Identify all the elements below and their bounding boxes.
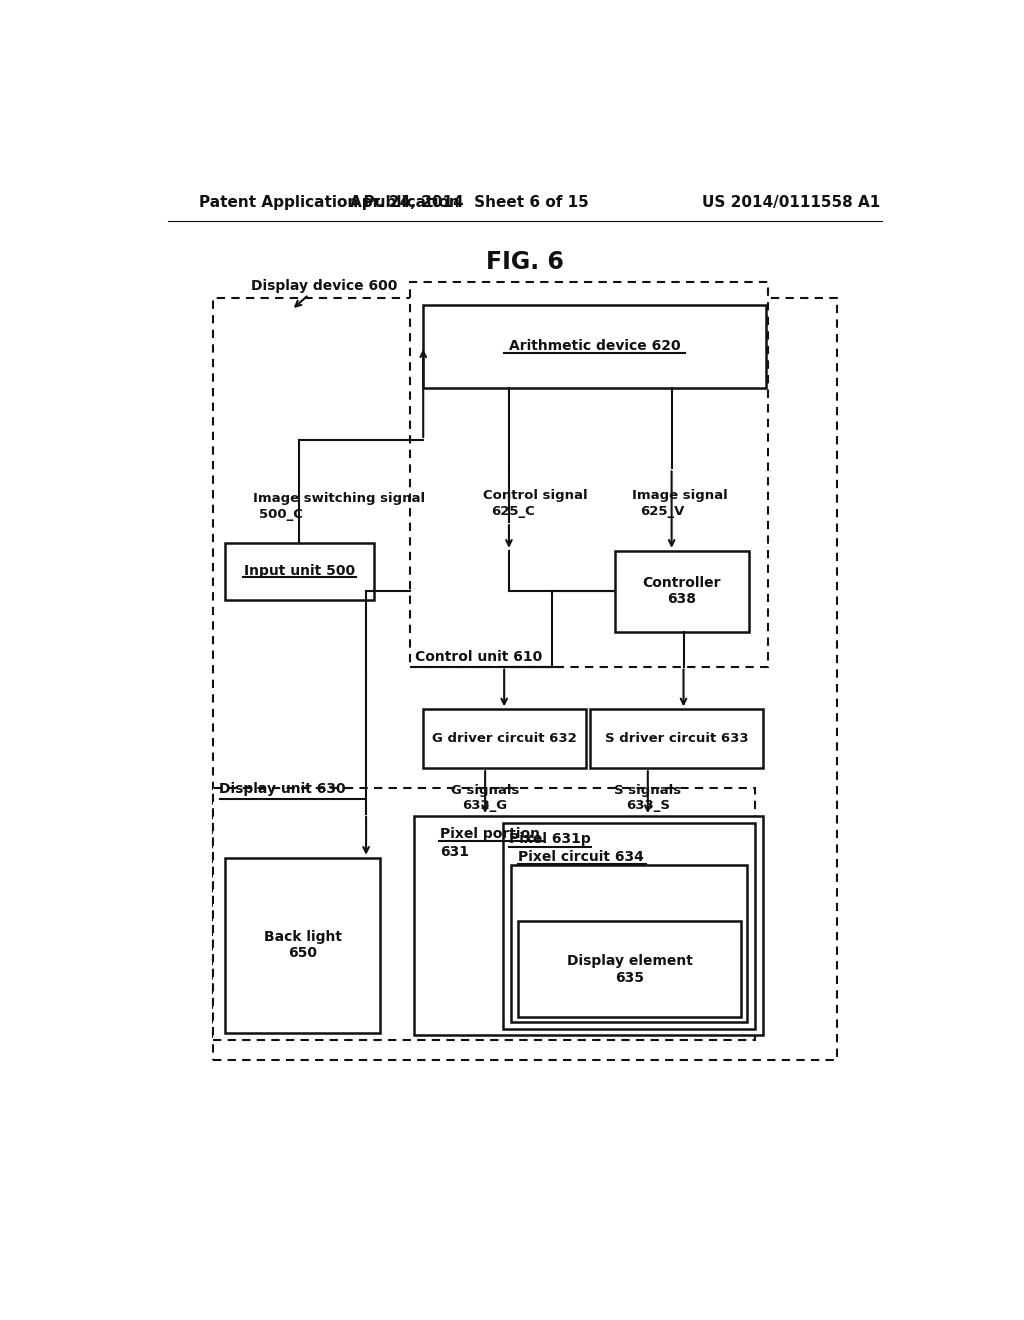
Bar — [518, 921, 740, 1018]
Text: 633_S: 633_S — [626, 800, 670, 812]
Bar — [423, 305, 766, 388]
Text: Input unit 500: Input unit 500 — [244, 564, 355, 578]
Bar — [423, 709, 586, 768]
Bar — [213, 297, 838, 1060]
Bar — [615, 550, 749, 632]
Bar — [225, 858, 380, 1032]
Text: S driver circuit 633: S driver circuit 633 — [604, 733, 749, 746]
Bar — [503, 824, 755, 1030]
Text: 631: 631 — [440, 845, 469, 858]
Text: Back light
650: Back light 650 — [263, 931, 342, 960]
Text: 500_C: 500_C — [259, 508, 303, 520]
Text: Image signal: Image signal — [632, 490, 728, 503]
Bar — [590, 709, 763, 768]
Text: Pixel portion: Pixel portion — [440, 828, 540, 841]
Text: Display element
635: Display element 635 — [566, 954, 692, 985]
Text: Image switching signal: Image switching signal — [253, 492, 426, 506]
Text: 625_C: 625_C — [492, 504, 536, 517]
Text: Pixel circuit 634: Pixel circuit 634 — [518, 850, 644, 863]
Text: Arithmetic device 620: Arithmetic device 620 — [509, 339, 681, 354]
Text: G signals: G signals — [451, 784, 519, 797]
Bar — [225, 543, 374, 599]
Bar — [511, 865, 748, 1022]
Text: 625_V: 625_V — [640, 504, 684, 517]
Text: FIG. 6: FIG. 6 — [485, 249, 564, 275]
Text: Control unit 610: Control unit 610 — [416, 649, 543, 664]
Text: Display unit 630: Display unit 630 — [219, 781, 346, 796]
Text: US 2014/0111558 A1: US 2014/0111558 A1 — [701, 194, 880, 210]
Bar — [414, 816, 763, 1035]
Text: Display device 600: Display device 600 — [251, 280, 397, 293]
Text: Controller
638: Controller 638 — [643, 577, 721, 606]
Text: Pixel 631p: Pixel 631p — [509, 833, 591, 846]
Bar — [213, 788, 755, 1040]
Text: G driver circuit 632: G driver circuit 632 — [432, 733, 577, 746]
Text: Patent Application Publication: Patent Application Publication — [200, 194, 460, 210]
Text: 632_G: 632_G — [463, 800, 508, 812]
Text: Control signal: Control signal — [482, 490, 588, 503]
Text: Apr. 24, 2014  Sheet 6 of 15: Apr. 24, 2014 Sheet 6 of 15 — [350, 194, 589, 210]
Text: S signals: S signals — [614, 784, 681, 797]
Bar — [410, 282, 768, 667]
